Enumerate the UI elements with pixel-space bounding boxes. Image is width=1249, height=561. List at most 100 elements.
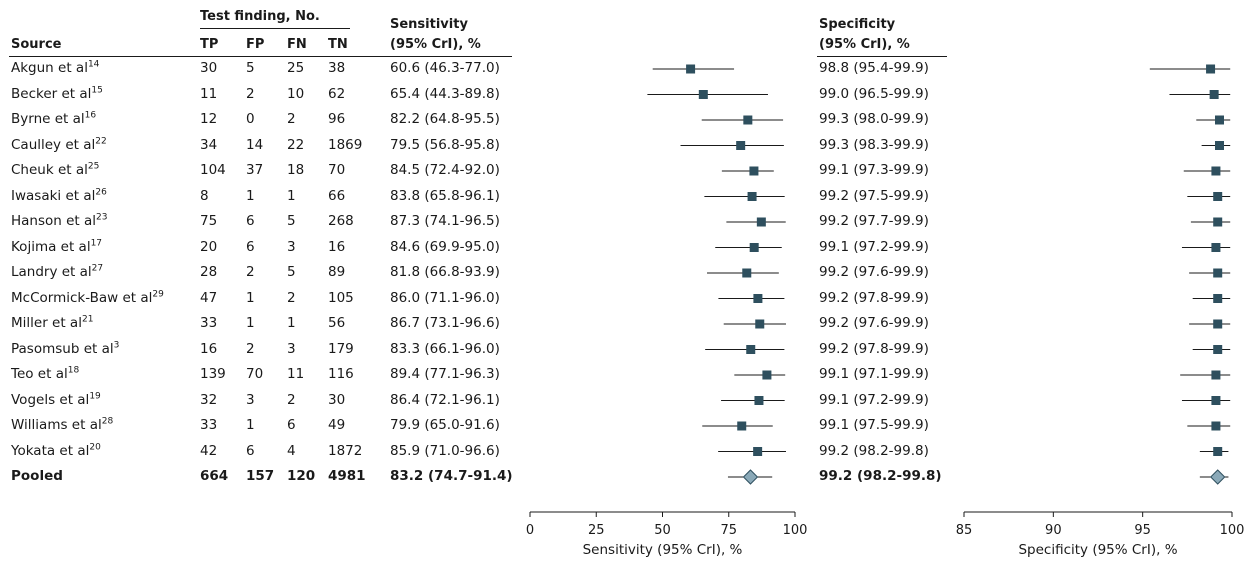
sensitivity-point-marker [749, 166, 759, 176]
source-name: Vogels et al [11, 391, 90, 408]
sensitivity-point-marker [753, 294, 763, 303]
table-cell-fn: 2 [287, 391, 296, 408]
table-cell-tn: 56 [328, 315, 346, 331]
reference-number: 29 [152, 289, 164, 299]
specificity-point-marker [1213, 319, 1223, 329]
table-cell-sens: 79.9 (65.0-91.6) [390, 417, 500, 433]
specificity-point-marker [1206, 64, 1216, 74]
reference-number: 21 [81, 314, 94, 325]
specificity-header-line1: Specificity [819, 17, 896, 32]
table-cell-fn: 22 [287, 136, 305, 153]
reference-number: 18 [67, 365, 80, 376]
table-cell-spec: 99.2 (97.7-99.9) [819, 213, 929, 229]
sensitivity-header-line1: Sensitivity [390, 17, 468, 32]
specificity-point-marker [1211, 166, 1221, 176]
specificity-header-line2: (95% CrI), % [819, 37, 910, 52]
table-row-source: Kojima et al17 [11, 239, 102, 256]
reference-number: 23 [96, 212, 108, 223]
sensitivity-point-marker [686, 64, 696, 74]
table-cell-tn: 16 [328, 238, 346, 255]
table-row-source: McCormick-Baw et al29 [11, 290, 164, 307]
table-row-source: Byrne et al16 [11, 111, 96, 128]
table-cell-tn: 96 [328, 111, 346, 127]
specificity-axis-title: Specificity (95% CrI), % [1018, 542, 1177, 558]
table-cell-spec: 99.1 (97.1-99.9) [819, 366, 929, 382]
table-cell-fp: 1 [246, 417, 255, 433]
sensitivity-point-marker [737, 421, 747, 431]
sensitivity-point-marker [756, 217, 766, 227]
table-row-source: Cheuk et al25 [11, 162, 99, 179]
pooled-cell-tp: 664 [200, 468, 229, 484]
sensitivity-point-marker [762, 370, 772, 380]
table-cell-fp: 14 [246, 136, 264, 153]
specificity-point-marker [1213, 192, 1223, 201]
table-cell-fn: 5 [287, 213, 296, 229]
table-cell-tp: 34 [200, 136, 218, 153]
fn-header: FN [287, 37, 307, 52]
header-rule-right [817, 56, 947, 57]
table-cell-spec: 99.3 (98.3-99.9) [819, 136, 929, 153]
table-cell-sens: 85.9 (71.0-96.6) [390, 442, 500, 459]
table-cell-tp: 20 [200, 238, 218, 255]
source-name: Akgun et al [11, 60, 88, 76]
table-cell-spec: 99.1 (97.2-99.9) [819, 238, 929, 255]
table-cell-tp: 30 [200, 60, 218, 76]
source-name: Byrne et al [11, 111, 85, 127]
specificity-point-marker [1213, 268, 1223, 278]
source-name: Yokata et al [11, 442, 90, 459]
sensitivity-tick-label: 50 [654, 523, 671, 538]
table-cell-fn: 18 [287, 162, 305, 178]
source-name: Iwasaki et al [11, 187, 96, 204]
table-cell-spec: 99.2 (97.6-99.9) [819, 264, 929, 280]
table-row-source: Landry et al27 [11, 264, 103, 281]
source-name: Caulley et al [11, 136, 96, 153]
table-cell-fp: 70 [246, 366, 264, 382]
table-cell-spec: 99.2 (97.8-99.9) [819, 340, 929, 357]
reference-number: 20 [89, 442, 101, 452]
table-cell-tn: 268 [328, 213, 354, 229]
reference-number: 28 [101, 416, 114, 427]
source-name: Miller et al [11, 315, 82, 331]
specificity-point-marker [1213, 345, 1223, 354]
sensitivity-point-marker [749, 243, 759, 252]
table-cell-fp: 1 [246, 289, 255, 306]
table-row-source: Teo et al18 [11, 366, 79, 383]
sensitivity-tick-label: 25 [588, 523, 605, 538]
table-cell-sens: 89.4 (77.1-96.3) [390, 366, 500, 382]
sensitivity-axis-title: Sensitivity (95% CrI), % [583, 542, 743, 558]
specificity-point-marker [1213, 217, 1223, 227]
table-cell-fn: 25 [287, 60, 305, 76]
source-name: Teo et al [11, 366, 68, 382]
sensitivity-tick-label: 75 [720, 523, 737, 538]
table-cell-tp: 33 [200, 315, 218, 331]
reference-number: 19 [89, 391, 101, 401]
table-cell-sens: 81.8 (66.8-93.9) [390, 264, 500, 280]
table-cell-tn: 89 [328, 264, 346, 280]
table-cell-sens: 60.6 (46.3-77.0) [390, 60, 500, 76]
sensitivity-point-marker [736, 141, 746, 150]
table-cell-fp: 6 [246, 213, 255, 229]
table-cell-tn: 66 [328, 187, 346, 204]
table-cell-tp: 28 [200, 264, 218, 280]
source-name: Kojima et al [11, 238, 91, 255]
table-cell-fp: 37 [246, 162, 264, 178]
table-row-source: Vogels et al19 [11, 392, 101, 409]
pooled-cell-fp: 157 [246, 468, 275, 484]
source-name: Hanson et al [11, 213, 97, 229]
reference-number: 26 [95, 187, 107, 197]
table-cell-tp: 16 [200, 340, 218, 357]
table-cell-tn: 38 [328, 60, 346, 76]
table-cell-tp: 8 [200, 187, 209, 204]
table-cell-tp: 11 [200, 85, 218, 102]
fp-header: FP [246, 37, 265, 52]
table-cell-sens: 84.6 (69.9-95.0) [390, 238, 500, 255]
table-cell-tn: 30 [328, 391, 346, 408]
specificity-tick-label: 85 [956, 523, 973, 538]
specificity-point-marker [1213, 294, 1223, 303]
table-cell-fp: 6 [246, 238, 255, 255]
specificity-tick-label: 95 [1134, 523, 1151, 538]
table-cell-tp: 75 [200, 213, 218, 229]
reference-number: 17 [90, 238, 103, 248]
table-cell-sens: 82.2 (64.8-95.5) [390, 111, 500, 127]
